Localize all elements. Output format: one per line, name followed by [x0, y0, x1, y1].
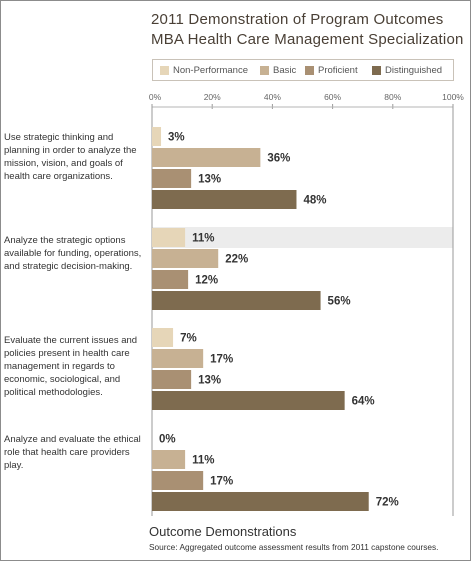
bar-value-label: 56%	[328, 296, 351, 308]
x-tick-label: 20%	[204, 92, 221, 102]
legend-item-non-performance: Non-Performance	[160, 64, 248, 77]
bar-value-label: 22%	[225, 254, 248, 266]
chart-title-line-2: MBA Health Care Management Specializatio…	[151, 31, 464, 48]
bar-non-performance	[152, 127, 162, 146]
bar-value-label: 17%	[210, 354, 233, 366]
bar-value-label: 7%	[180, 333, 197, 345]
x-tick-label: 100%	[442, 92, 464, 102]
bar-value-label: 72%	[376, 497, 399, 509]
bar-value-label: 11%	[192, 233, 214, 245]
chart-title-line-1: 2011 Demonstration of Program Outcomes	[151, 11, 444, 28]
bar-value-label: 0%	[159, 434, 176, 446]
question-label-3: Evaluate the current issues and policies…	[4, 335, 138, 398]
question-label-4: Analyze and evaluate the ethical role th…	[4, 434, 141, 471]
legend-item-basic: Basic	[260, 64, 296, 77]
legend-label-basic: Basic	[273, 65, 297, 76]
legend-swatch-basic	[260, 66, 269, 75]
footer-title: Outcome Demonstrations	[149, 524, 297, 539]
legend-item-proficient: Proficient	[305, 64, 358, 77]
bar-non-performance	[152, 228, 186, 247]
bar-value-label: 11%	[192, 455, 214, 467]
x-tick-label: 40%	[264, 92, 281, 102]
legend-label-non-performance: Non-Performance	[173, 65, 248, 76]
highlight-band	[152, 227, 453, 248]
bar-basic	[152, 148, 261, 167]
bar-value-label: 17%	[210, 476, 233, 488]
legend-swatch-non-performance	[160, 66, 169, 75]
bar-value-label: 13%	[198, 375, 221, 387]
bar-non-performance	[152, 328, 174, 347]
bar-basic	[152, 249, 219, 268]
bar-proficient	[152, 471, 204, 490]
bar-value-label: 3%	[168, 132, 185, 144]
x-tick-label: 80%	[384, 92, 401, 102]
legend-swatch-distinguished	[372, 66, 381, 75]
legend-swatch-proficient	[305, 66, 314, 75]
bar-value-label: 64%	[352, 396, 375, 408]
bar-value-label: 12%	[195, 275, 218, 287]
bar-value-label: 13%	[198, 174, 221, 186]
bar-proficient	[152, 370, 192, 389]
x-tick-label: 0%	[149, 92, 162, 102]
legend: Non-Performance Basic Proficient Disting…	[152, 59, 454, 81]
legend-label-distinguished: Distinguished	[385, 65, 443, 76]
legend-label-proficient: Proficient	[318, 65, 358, 76]
question-label-1: Use strategic thinking and planning in o…	[4, 132, 137, 182]
question-label-2: Analyze the strategic options available …	[4, 235, 142, 272]
bar-basic	[152, 450, 186, 469]
legend-item-distinguished: Distinguished	[372, 64, 442, 77]
footer-source: Source: Aggregated outcome assessment re…	[149, 542, 439, 552]
bar-proficient	[152, 169, 192, 188]
x-tick-label: 60%	[324, 92, 341, 102]
bar-distinguished	[152, 190, 297, 209]
bar-proficient	[152, 270, 189, 289]
bar-distinguished	[152, 492, 369, 511]
bar-basic	[152, 349, 204, 368]
bar-value-label: 48%	[303, 195, 326, 207]
bar-value-label: 36%	[267, 153, 290, 165]
bar-distinguished	[152, 291, 321, 310]
bar-distinguished	[152, 391, 345, 410]
